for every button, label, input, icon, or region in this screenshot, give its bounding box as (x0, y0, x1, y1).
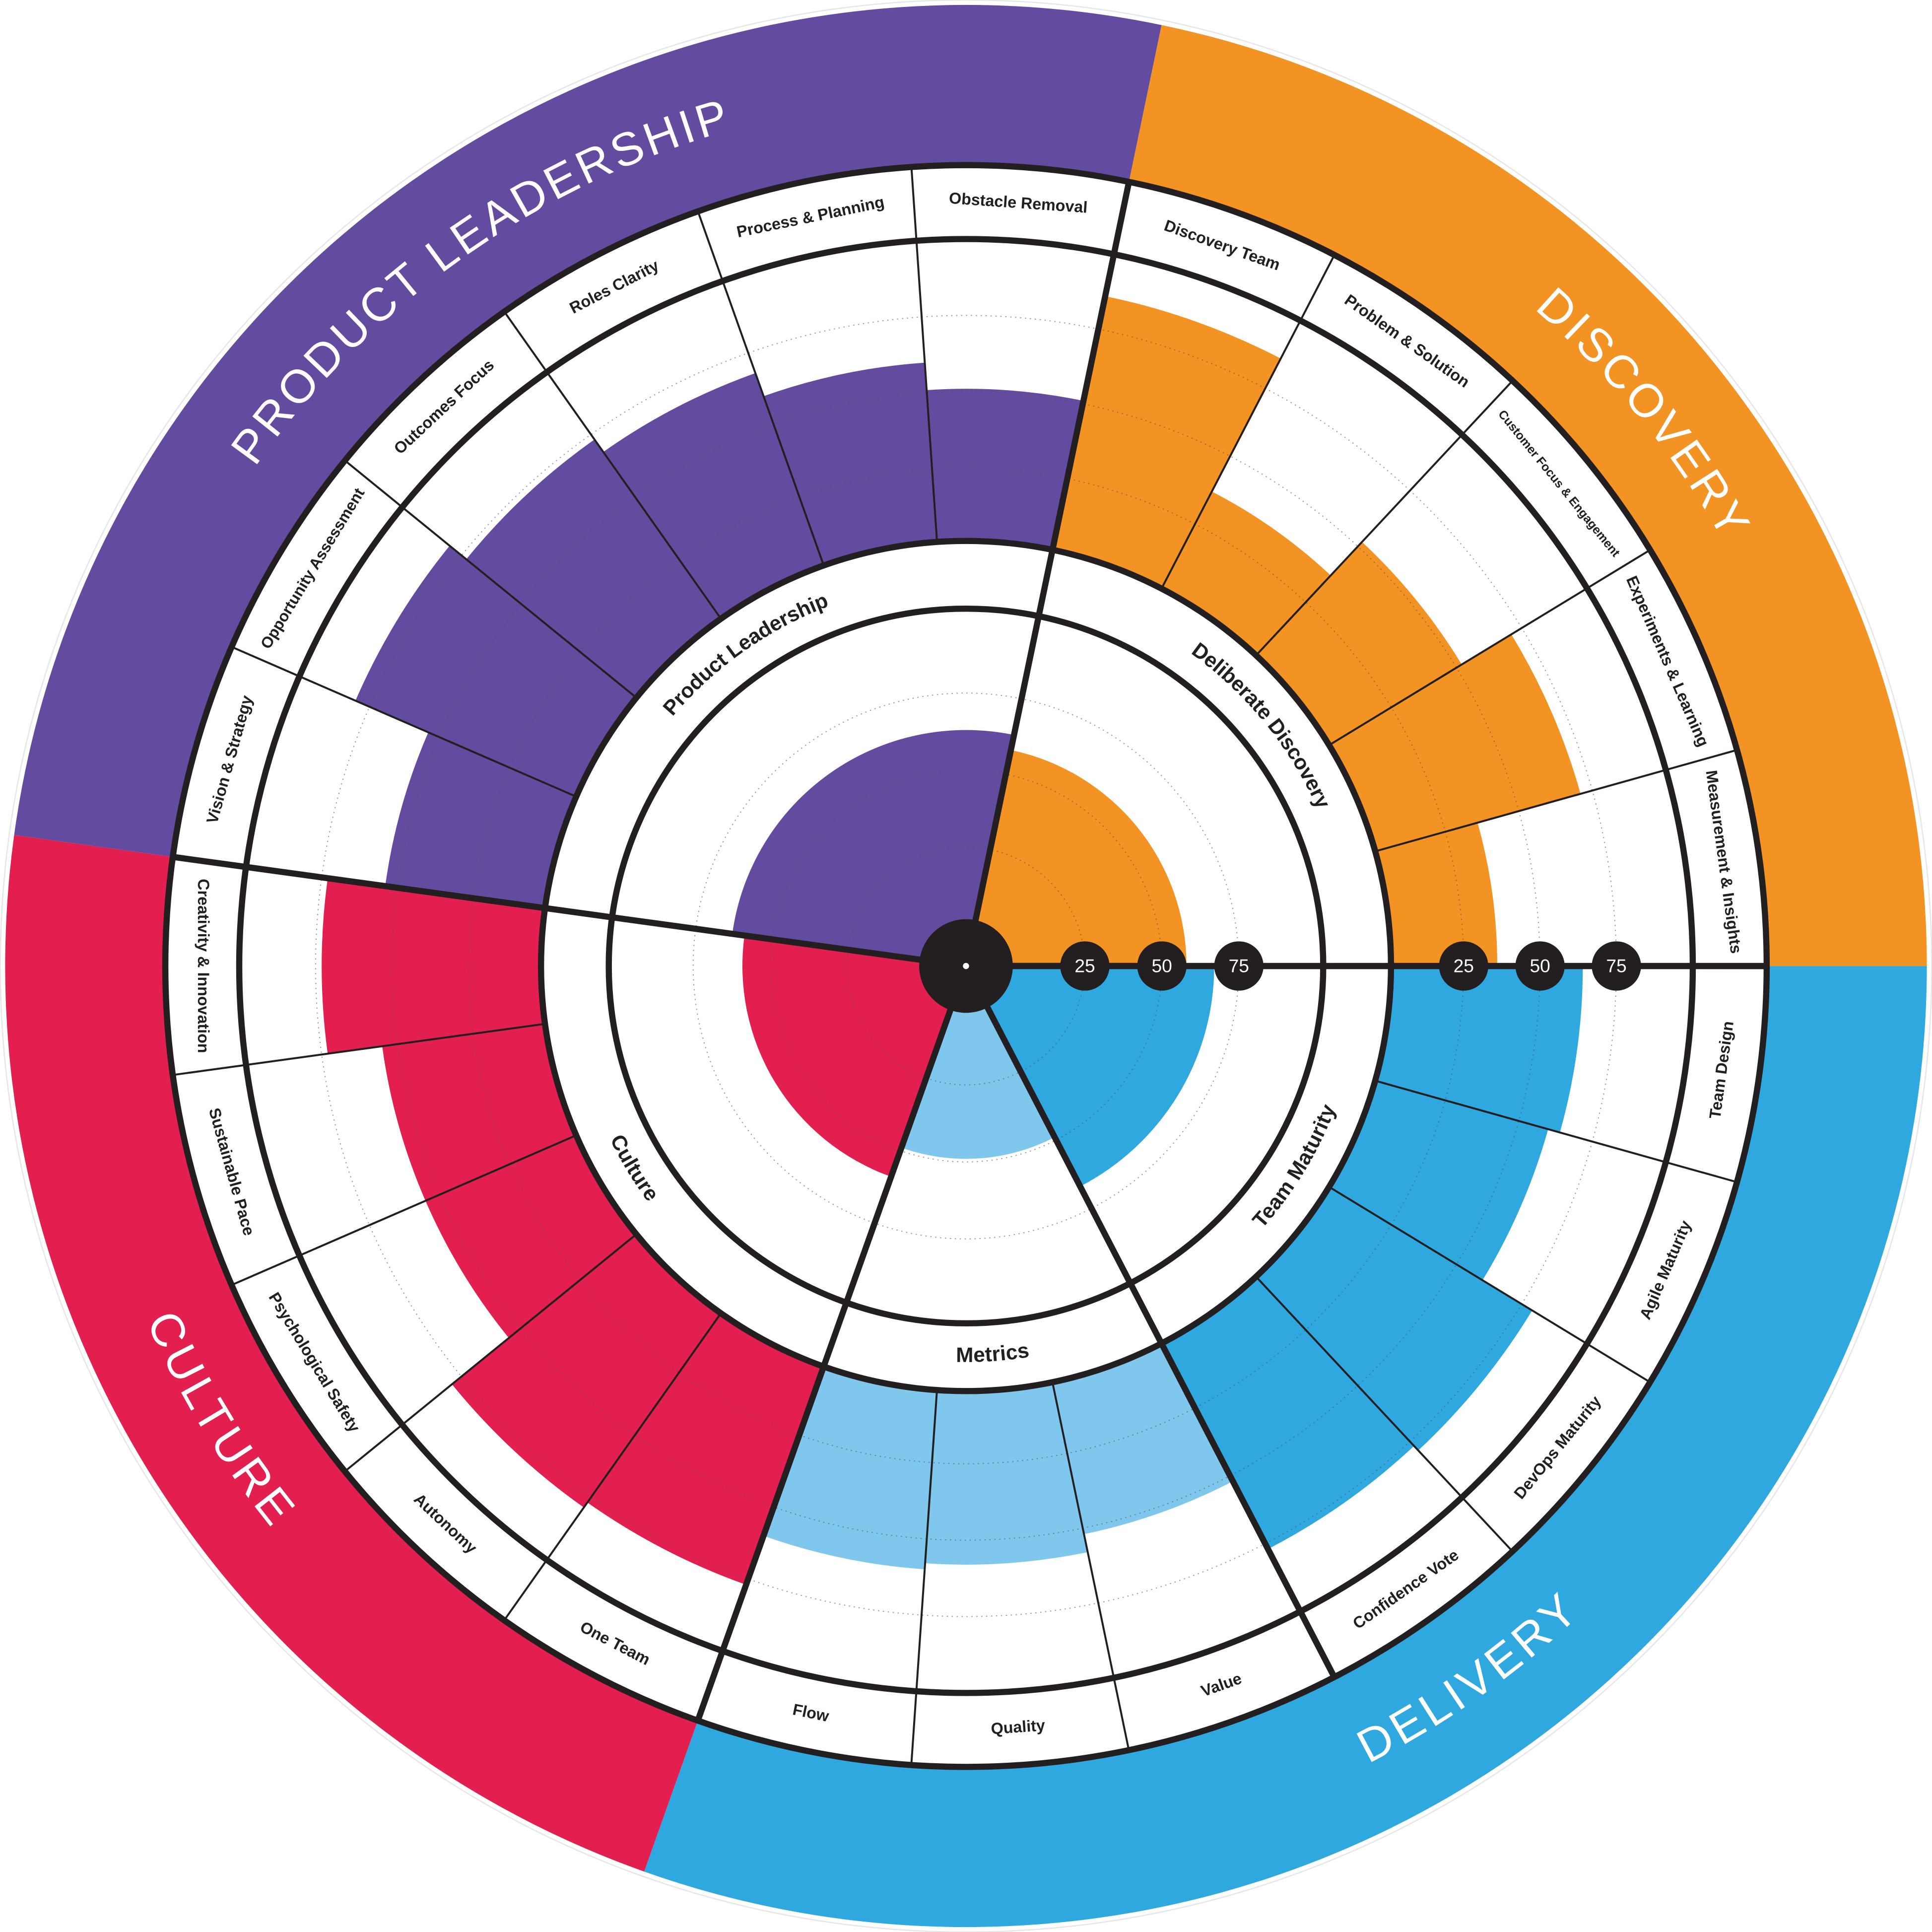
hub-dot (963, 963, 969, 969)
band (5, 835, 698, 1872)
outer-bar (1253, 1185, 1532, 1450)
tick-label: 25 (1454, 955, 1474, 976)
segment-divider (1160, 254, 1335, 589)
tick-mark (1592, 941, 1641, 991)
segment-divider (231, 1134, 577, 1286)
group-divider (963, 965, 1337, 1679)
segment-divider (172, 1023, 545, 1076)
group-divider (963, 181, 1132, 967)
tick-mark (1060, 941, 1110, 991)
category-label: Quality (990, 1716, 1046, 1737)
inner-bar (966, 966, 1214, 1187)
outer-bar (1371, 823, 1497, 966)
segment-divider (231, 646, 577, 798)
segment-divider (1051, 1382, 1130, 1751)
outer-bar (466, 439, 724, 700)
outer-bar (1326, 1080, 1548, 1281)
segment-divider (1255, 380, 1514, 656)
category-label: Creativity & Innovation (195, 879, 212, 1053)
band (644, 966, 1927, 1928)
outer-bar (1326, 634, 1581, 853)
tick-mark (1515, 941, 1565, 991)
segment-divider (503, 1312, 722, 1621)
segment-divider (1329, 549, 1651, 746)
group-divider (695, 965, 969, 1722)
tick-mark (1137, 941, 1187, 991)
outer-bar (1052, 1340, 1233, 1534)
outer-bar (452, 1232, 723, 1508)
segment-divider (1255, 1276, 1514, 1552)
segment-divider (344, 460, 637, 699)
tick-mark (1214, 941, 1264, 991)
outer-bar (587, 1310, 825, 1585)
inner-bar (732, 730, 1014, 966)
outer-bar (385, 732, 580, 909)
group-divider (172, 854, 967, 969)
band (14, 4, 1162, 857)
segment-divider (1375, 1080, 1737, 1183)
segment-divider (1329, 1186, 1651, 1383)
tick-label: 75 (1229, 955, 1249, 976)
inner-bar (966, 750, 1187, 966)
tick-label: 25 (1074, 955, 1095, 976)
segment-divider (697, 211, 825, 566)
outer-bar (925, 1379, 1088, 1565)
segment-divider (503, 311, 722, 620)
segment-divider (1375, 749, 1737, 852)
segment-divider (910, 1390, 938, 1765)
segment-divider (910, 167, 938, 542)
outer-bar (425, 1134, 639, 1338)
outer-bar (1159, 1274, 1414, 1549)
outer-bar (322, 878, 549, 1054)
outer-bar (1052, 296, 1281, 592)
inner-bar (901, 966, 1055, 1159)
tick-label: 75 (1606, 955, 1626, 976)
outer-bar (603, 373, 825, 622)
outer-bar (1371, 966, 1583, 1133)
outer-bar (355, 546, 640, 798)
band (1129, 25, 1927, 966)
tick-mark (1439, 941, 1488, 991)
segment-divider (344, 1233, 637, 1472)
tick-label: 50 (1151, 955, 1172, 976)
outer-bar (382, 1023, 580, 1201)
tick-label: 50 (1530, 955, 1550, 976)
outer-bar (927, 389, 1084, 553)
